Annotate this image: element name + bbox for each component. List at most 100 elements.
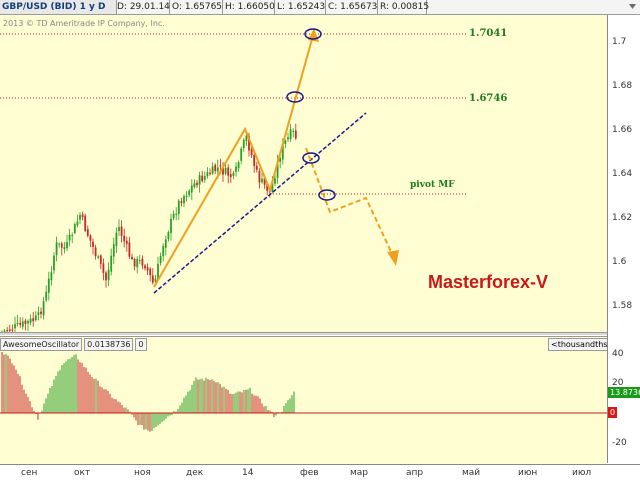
- candle-body: [227, 167, 229, 175]
- chart-header: GBP/USD (BID) 1 y D D: 29.01.14 O: 1.657…: [0, 0, 640, 15]
- candle-body: [238, 162, 240, 168]
- candle-body: [61, 243, 63, 247]
- candle-body: [181, 201, 183, 203]
- candle-body: [201, 176, 203, 182]
- candle-body: [178, 201, 180, 214]
- candle-body: [186, 196, 188, 197]
- candle-body: [131, 257, 133, 259]
- price-tick: 1.58: [612, 301, 632, 311]
- candle-body: [35, 315, 37, 320]
- candle-body: [64, 247, 66, 249]
- osc-tick: 40: [612, 349, 623, 359]
- candle-body: [116, 233, 118, 246]
- level-label-1: 1.7041: [469, 28, 507, 39]
- time-tick: май: [462, 468, 480, 478]
- collapse-arrow-icon[interactable]: [628, 2, 637, 11]
- time-tick: дек: [186, 468, 203, 478]
- candle-body: [12, 329, 14, 330]
- candle-body: [69, 235, 71, 241]
- candle-body: [92, 242, 94, 247]
- time-tick: июн: [518, 468, 537, 478]
- candle-body: [38, 312, 40, 315]
- candle-body: [51, 272, 53, 280]
- candle-body: [295, 131, 297, 139]
- candle-body: [287, 137, 289, 139]
- candle-body: [183, 196, 185, 203]
- candle-body: [285, 141, 287, 144]
- high-readout: H: 1.66050: [223, 0, 275, 14]
- symbol-label[interactable]: GBP/USD (BID) 1 y D: [0, 0, 117, 14]
- low-readout: L: 1.65243: [275, 0, 326, 14]
- candle-body: [160, 256, 162, 263]
- candle-body: [95, 248, 97, 257]
- date-readout: D: 29.01.14: [115, 0, 170, 14]
- candle-body: [292, 131, 294, 132]
- pivot-label: pivot MF: [410, 180, 455, 190]
- candle-body: [90, 235, 92, 240]
- pane-separator[interactable]: [0, 333, 640, 335]
- candle-body: [152, 275, 154, 282]
- price-tick: 1.6: [612, 257, 626, 267]
- time-axis[interactable]: [0, 464, 640, 481]
- candle-body: [58, 244, 60, 245]
- candle-body: [53, 256, 55, 271]
- candle-body: [25, 321, 27, 324]
- candle-body: [235, 167, 237, 172]
- candle-body: [134, 259, 136, 267]
- candle-body: [240, 149, 242, 161]
- candle-body: [188, 191, 190, 196]
- candle-body: [123, 236, 125, 242]
- candle-body: [6, 330, 8, 331]
- candle-body: [168, 232, 170, 239]
- brand-watermark: Masterforex-V: [428, 272, 548, 293]
- osc-value-badge: 13.8736: [608, 387, 640, 398]
- time-tick: июл: [572, 468, 591, 478]
- candle-body: [17, 323, 19, 324]
- candle-body: [144, 266, 146, 269]
- candle-body: [243, 140, 245, 148]
- candle-body: [77, 221, 79, 225]
- candle-body: [162, 246, 164, 256]
- candle-body: [79, 215, 81, 220]
- candle-body: [191, 186, 193, 193]
- price-tick: 1.66: [612, 125, 632, 135]
- candle-body: [82, 214, 84, 217]
- candle-body: [142, 259, 144, 266]
- candle-body: [155, 279, 157, 282]
- projection-arrow-head: [387, 250, 399, 266]
- candle-body: [22, 321, 24, 326]
- oscillator-chart[interactable]: [0, 336, 607, 463]
- trend-line: [154, 113, 366, 293]
- candle-body: [56, 242, 58, 255]
- candle-body: [225, 168, 227, 174]
- target-marker-3: [303, 153, 319, 163]
- time-tick: мар: [350, 468, 368, 478]
- candle-body: [170, 219, 172, 233]
- candle-body: [274, 178, 276, 183]
- candle-body: [103, 263, 105, 273]
- candle-body: [9, 329, 11, 330]
- projection-path: [306, 148, 394, 258]
- candle-body: [27, 321, 29, 323]
- candle-body: [165, 239, 167, 247]
- osc-tick: -20: [612, 438, 627, 448]
- candle-body: [214, 165, 216, 171]
- candle-body: [121, 227, 123, 236]
- price-tick: 1.62: [612, 213, 632, 223]
- candle-body: [217, 167, 219, 171]
- candle-body: [251, 149, 253, 155]
- time-tick: сен: [21, 468, 37, 478]
- candle-body: [110, 256, 112, 272]
- open-readout: O: 1.65765: [170, 0, 223, 14]
- time-tick: ноя: [134, 468, 151, 478]
- candle-body: [118, 227, 120, 231]
- candle-body: [196, 183, 198, 186]
- candle-body: [45, 292, 47, 301]
- candle-body: [66, 242, 68, 248]
- candle-body: [230, 174, 232, 177]
- candle-body: [40, 312, 42, 314]
- wave-pattern: [154, 32, 314, 287]
- candle-body: [97, 256, 99, 257]
- candle-body: [14, 324, 16, 328]
- candle-body: [256, 166, 258, 170]
